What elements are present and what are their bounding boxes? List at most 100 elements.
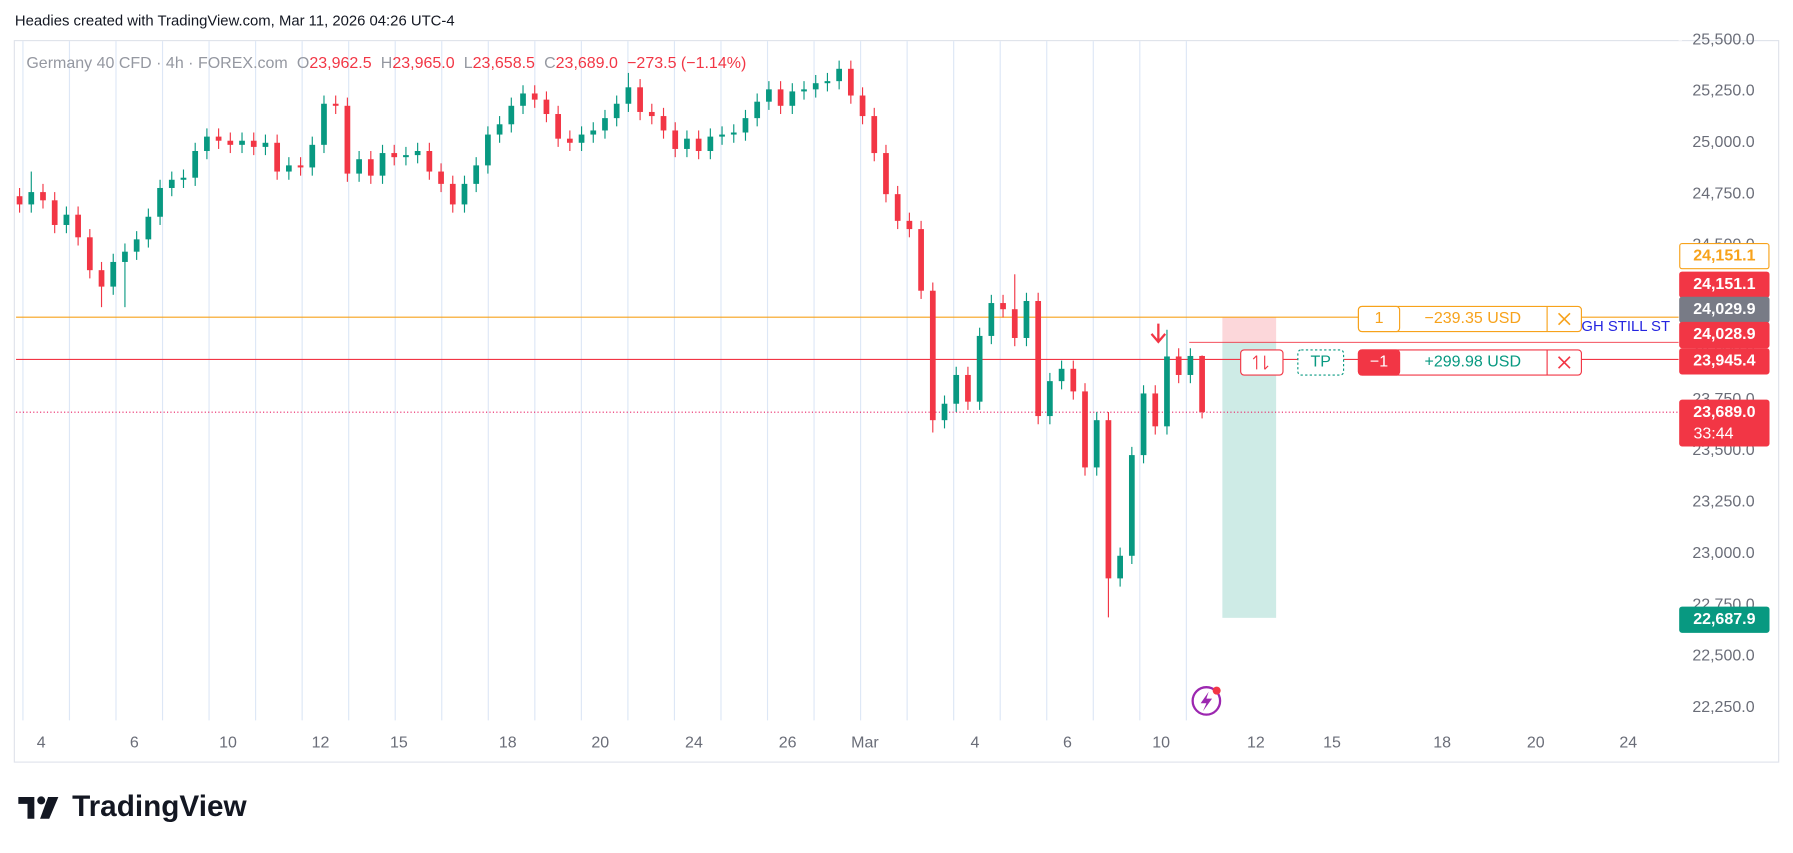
price-tag-box	[1679, 348, 1770, 375]
price-tag-box	[1679, 606, 1770, 633]
candle-body	[508, 105, 515, 125]
candle-body	[578, 134, 585, 143]
candle-body	[1164, 356, 1170, 427]
order-qty: 1	[1375, 310, 1384, 327]
candle-body	[625, 87, 632, 104]
candle-body	[1152, 393, 1159, 427]
candle-body	[719, 134, 725, 137]
candle-body	[695, 138, 702, 152]
x-tick-label: 12	[312, 734, 330, 751]
candle-body	[449, 183, 456, 205]
candle-body	[1070, 368, 1077, 392]
candle-body	[976, 335, 983, 402]
price-tag-label: 24,028.9	[1693, 326, 1755, 343]
sell-arrow	[1150, 323, 1167, 344]
candle-body	[871, 116, 878, 154]
candle-body	[356, 159, 362, 174]
candle-body	[730, 132, 737, 135]
candles	[16, 60, 1205, 618]
candle-body	[192, 151, 199, 178]
candle-body	[1047, 381, 1053, 417]
x-tick-label: 10	[1152, 734, 1170, 751]
candle-body	[473, 165, 480, 184]
candle-body	[133, 239, 140, 252]
legend-value: 23,658.5	[473, 55, 535, 72]
price-tag-label: 24,029.9	[1693, 301, 1755, 318]
candle-body	[941, 403, 948, 421]
candle-body	[1082, 391, 1088, 468]
price-tag-label: 23,945.4	[1693, 353, 1755, 370]
candle-body	[1175, 356, 1182, 375]
y-tick-label: 25,000.0	[1692, 134, 1754, 151]
candle-body	[485, 134, 491, 166]
candle-body	[309, 144, 316, 168]
order-close[interactable]	[1557, 356, 1571, 369]
y-tick-label: 23,000.0	[1692, 545, 1754, 562]
candle-body	[1105, 420, 1112, 579]
candle-body	[929, 290, 936, 421]
candle-body	[239, 140, 245, 145]
candle-body	[812, 83, 819, 90]
tp-label: TP	[1310, 354, 1330, 371]
candle-body	[918, 229, 924, 291]
candle-body	[344, 105, 351, 174]
candle-body	[414, 151, 421, 156]
x-tick-label: 24	[685, 734, 703, 751]
legend-symbol: Germany 40 CFD · 4h · FOREX.com	[26, 55, 287, 72]
candle-body	[168, 179, 175, 188]
candle-body	[391, 153, 398, 158]
candle-body	[1199, 355, 1205, 413]
candle-body	[403, 155, 409, 158]
legend-key: O	[297, 55, 309, 72]
overlay: GH STILL ST 1 −239.35 USD TP −1 +299.98 USD	[16, 305, 1679, 618]
candle-body	[86, 237, 93, 271]
candle-body	[789, 91, 796, 106]
candle-body	[988, 303, 995, 336]
candle-body	[145, 216, 152, 240]
candle-body	[1187, 355, 1194, 375]
x-tick-label: 15	[390, 734, 408, 751]
candle-body	[824, 81, 831, 84]
candle-body	[75, 214, 81, 238]
price-tag-label: 22,687.9	[1693, 611, 1755, 628]
candle-body	[801, 89, 807, 92]
candle-body	[1023, 300, 1030, 338]
order-close[interactable]	[1557, 312, 1571, 326]
reverse-icon	[1252, 355, 1269, 370]
x-tick-label: 18	[499, 734, 517, 751]
y-tick-label: 22,250.0	[1692, 699, 1754, 716]
candle-body	[285, 165, 292, 172]
candle-body	[461, 183, 468, 205]
x-tick-label: 24	[1619, 734, 1637, 751]
y-tick-label: 22,500.0	[1692, 648, 1754, 665]
candle-body	[766, 89, 772, 102]
x-tick-label: Mar	[851, 734, 879, 751]
candle-body	[742, 118, 749, 133]
price-tag-box	[1679, 321, 1770, 349]
y-tick-label: 24,750.0	[1692, 185, 1754, 202]
candle-body	[894, 194, 901, 221]
order-qty-box	[1357, 349, 1401, 376]
lightning-bolt	[1200, 691, 1213, 712]
candle-body	[438, 171, 444, 184]
candle-body	[543, 99, 550, 115]
candle-body	[906, 220, 913, 230]
lightning-icon[interactable]	[1191, 686, 1222, 716]
x-tick-label: 4	[970, 734, 979, 751]
candle-body	[16, 196, 23, 205]
price-tag-box	[1679, 242, 1770, 270]
candle-body	[602, 118, 608, 131]
order-pnl: +299.98 USD	[1425, 354, 1522, 371]
brand-logo	[18, 796, 59, 819]
position-reward	[1222, 342, 1277, 618]
x-tick-label: 15	[1323, 734, 1341, 751]
alert-dot	[1212, 686, 1221, 695]
candle-body	[367, 159, 374, 176]
candle-body	[1035, 300, 1042, 417]
candle-body	[520, 93, 526, 106]
candle-body	[204, 136, 210, 152]
candle-body	[1117, 555, 1123, 579]
